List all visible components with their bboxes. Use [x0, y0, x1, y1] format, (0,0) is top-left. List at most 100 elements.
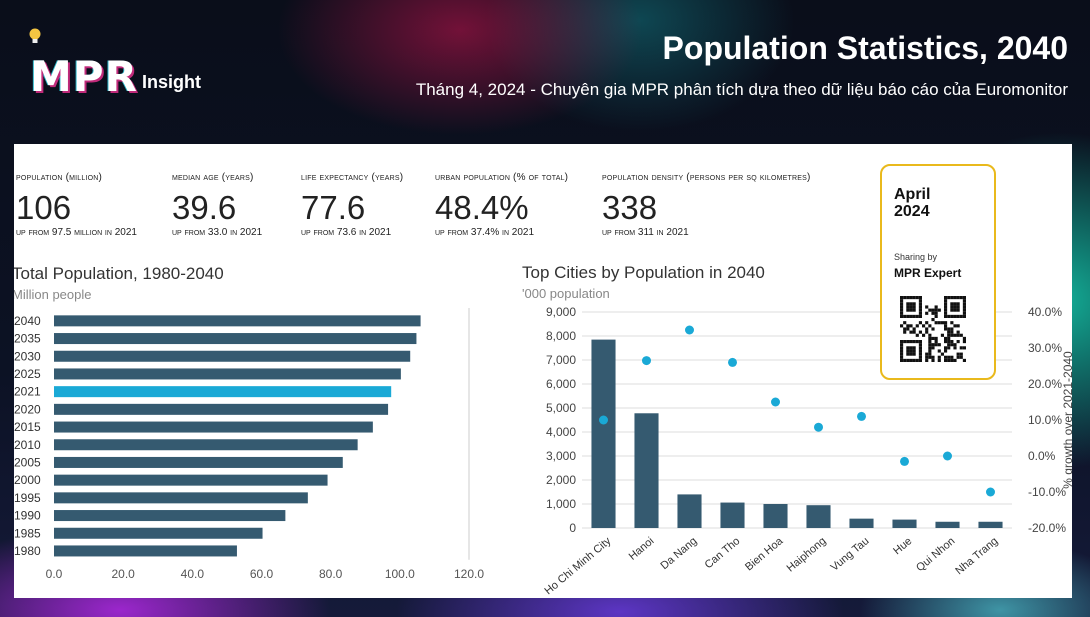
bar-ho-chi-minh-city — [591, 339, 616, 528]
qr-module — [906, 314, 910, 318]
qr-module — [931, 327, 935, 331]
qr-module — [956, 330, 960, 334]
qr-module — [928, 336, 932, 340]
bar-2025 — [54, 368, 401, 380]
qr-module — [906, 302, 910, 306]
qr-module — [947, 330, 951, 334]
card-expert-name: MPR Expert — [894, 266, 962, 280]
qr-module — [953, 333, 957, 337]
bar-can-tho — [720, 502, 745, 528]
y-right-axis-label: % growth over 2021-2040 — [1061, 351, 1072, 489]
qr-module — [937, 321, 941, 325]
qr-module — [944, 324, 948, 328]
qr-module — [928, 324, 932, 328]
qr-module — [947, 336, 951, 340]
qr-module — [915, 314, 919, 318]
qr-module — [918, 343, 922, 347]
page-title: Population Statistics, 2040 — [662, 30, 1068, 66]
qr-module — [950, 340, 954, 344]
qr-module — [900, 352, 904, 356]
qr-module — [944, 336, 948, 340]
qr-module — [962, 358, 966, 362]
bar-2010 — [54, 439, 358, 451]
y-tick-label: 2015 — [14, 420, 41, 434]
growth-point-hue — [900, 456, 909, 466]
x-tick-label: Qui Nhon — [914, 535, 957, 574]
qr-module — [909, 330, 913, 334]
qr-module — [950, 355, 954, 359]
bar-1980 — [54, 545, 237, 557]
qr-module — [925, 358, 929, 362]
qr-module — [915, 296, 919, 300]
x-tick-label: Vung Tau — [829, 535, 872, 574]
growth-point-bien-hoa — [771, 397, 780, 407]
qr-module — [950, 333, 954, 337]
x-tick-label: 120.0 — [454, 567, 484, 581]
x-tick-label: Ho Chi Minh City — [542, 535, 613, 598]
population-chart-title: Total Population, 1980-2040 — [14, 264, 224, 283]
qr-module — [900, 346, 904, 350]
qr-module — [934, 340, 938, 344]
qr-module — [953, 346, 957, 350]
qr-module — [918, 358, 922, 362]
qr-module — [909, 305, 913, 309]
qr-module — [906, 349, 910, 353]
qr-module — [944, 302, 948, 306]
qr-module — [915, 358, 919, 362]
qr-module — [900, 343, 904, 347]
qr-module — [915, 333, 919, 337]
population-chart-subtitle: Million people — [14, 287, 92, 302]
qr-module — [918, 355, 922, 359]
qr-module — [931, 308, 935, 312]
qr-module — [906, 324, 910, 328]
y-tick-label: 2040 — [14, 314, 41, 328]
qr-module — [950, 296, 954, 300]
y-right-tick-label: 20.0% — [1028, 377, 1062, 391]
qr-module — [912, 305, 916, 309]
stat-median-age: Median Age (years) 39.6 Up from 33.0 in … — [172, 172, 262, 238]
qr-module — [944, 340, 948, 344]
qr-module — [931, 318, 935, 322]
stat-population: Population (million) 106 Up from 97.5 mi… — [16, 172, 137, 238]
qr-module — [918, 340, 922, 344]
qr-module — [900, 349, 904, 353]
qr-module — [953, 308, 957, 312]
card-year: 2024 — [894, 203, 930, 220]
qr-module — [953, 302, 957, 306]
bar-2020 — [54, 403, 389, 415]
card-sharing-label: Sharing by — [894, 252, 938, 262]
y-left-tick-label: 4,000 — [546, 425, 576, 439]
qr-module — [947, 358, 951, 362]
bar-qui-nhon — [935, 521, 960, 528]
qr-module — [900, 305, 904, 309]
qr-module — [925, 352, 929, 356]
qr-module — [928, 343, 932, 347]
stat-note: Up from 73.6 in 2021 — [301, 227, 392, 238]
y-tick-label: 2010 — [14, 438, 41, 452]
x-tick-label: 40.0 — [181, 567, 205, 581]
page-subtitle: Tháng 4, 2024 - Chuyên gia MPR phân tích… — [415, 80, 1068, 99]
y-tick-label: 2021 — [14, 385, 41, 399]
bar-2005 — [54, 456, 343, 468]
stat-value: 77.6 — [301, 189, 366, 226]
qr-code-icon[interactable] — [900, 296, 966, 362]
qr-module — [934, 321, 938, 325]
qr-module — [953, 358, 957, 362]
qr-module — [928, 340, 932, 344]
qr-module — [928, 352, 932, 356]
qr-module — [900, 308, 904, 312]
qr-module — [959, 333, 963, 337]
qr-module — [925, 327, 929, 331]
qr-module — [912, 296, 916, 300]
bar-bien-hoa — [763, 504, 788, 528]
qr-module — [934, 308, 938, 312]
qr-module — [912, 358, 916, 362]
growth-point-haiphong — [814, 422, 823, 432]
qr-module — [956, 355, 960, 359]
qr-module — [912, 352, 916, 356]
qr-module — [950, 302, 954, 306]
y-right-tick-label: 10.0% — [1028, 413, 1062, 427]
stat-value: 48.4% — [435, 189, 529, 226]
qr-module — [953, 296, 957, 300]
qr-module — [937, 349, 941, 353]
